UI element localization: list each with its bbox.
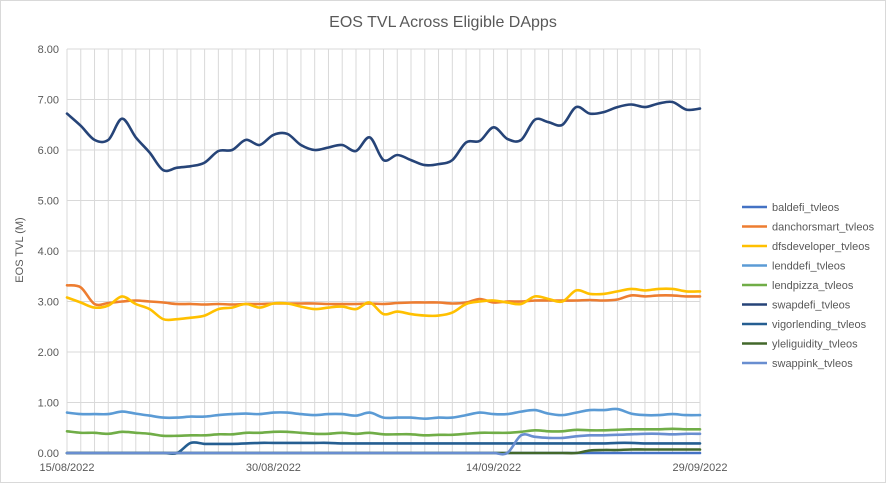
y-tick-label: 3.00 [38,297,59,309]
y-tick-label: 0.00 [38,448,59,460]
x-tick-label: 14/09/2022 [466,462,521,474]
legend-label: vigorlending_tvleos [772,319,867,331]
x-tick-label: 15/08/2022 [39,462,94,474]
legend-label: lenddefi_tvleos [772,261,846,273]
legend-label: dfsdeveloper_tvleos [772,241,870,253]
series-line-swappink_tvleos [65,432,702,456]
x-tick-label: 29/09/2022 [672,462,727,474]
y-tick-label: 2.00 [38,347,59,359]
series-line-danchorsmart_tvleos [65,283,702,307]
legend: baldefi_tvleos danchorsmart_tvleosdfsdeve… [742,202,875,370]
series-line-lendpizza_tvleos [65,427,702,438]
y-tick-label: 6.00 [38,145,59,157]
axes: 0.00 1.00 2.00 3.00 4.00 5.00 6.00 7.00 8.00 15/0… [38,44,728,474]
series-line-dfsdeveloper_tvleos [65,287,702,322]
y-tick-label: 1.00 [38,398,59,410]
legend-label: swapdefi_tvleos [772,300,851,312]
y-tick-label: 8.00 [38,44,59,56]
y-tick-label: 7.00 [38,95,59,107]
y-tick-label: 5.00 [38,196,59,208]
legend-label: swappink_tvleos [772,358,853,370]
legend-label: yleliguidity_tvleos [772,339,858,351]
gridlines [66,48,701,454]
legend-label: lendpizza_tvleos [772,280,854,292]
chart-title: EOS TVL Across Eligible DApps [329,14,557,31]
legend-label: danchorsmart_tvleos [772,222,875,234]
legend-label: baldefi_tvleos [772,202,840,214]
y-tick-label: 4.00 [38,246,59,258]
series-line-lenddefi_tvleos [65,407,702,420]
series-lines [65,100,702,456]
y-axis-label: EOS TVL (M) [14,217,26,282]
x-tick-label: 30/08/2022 [246,462,301,474]
series-line-swapdefi_tvleos [65,100,702,173]
